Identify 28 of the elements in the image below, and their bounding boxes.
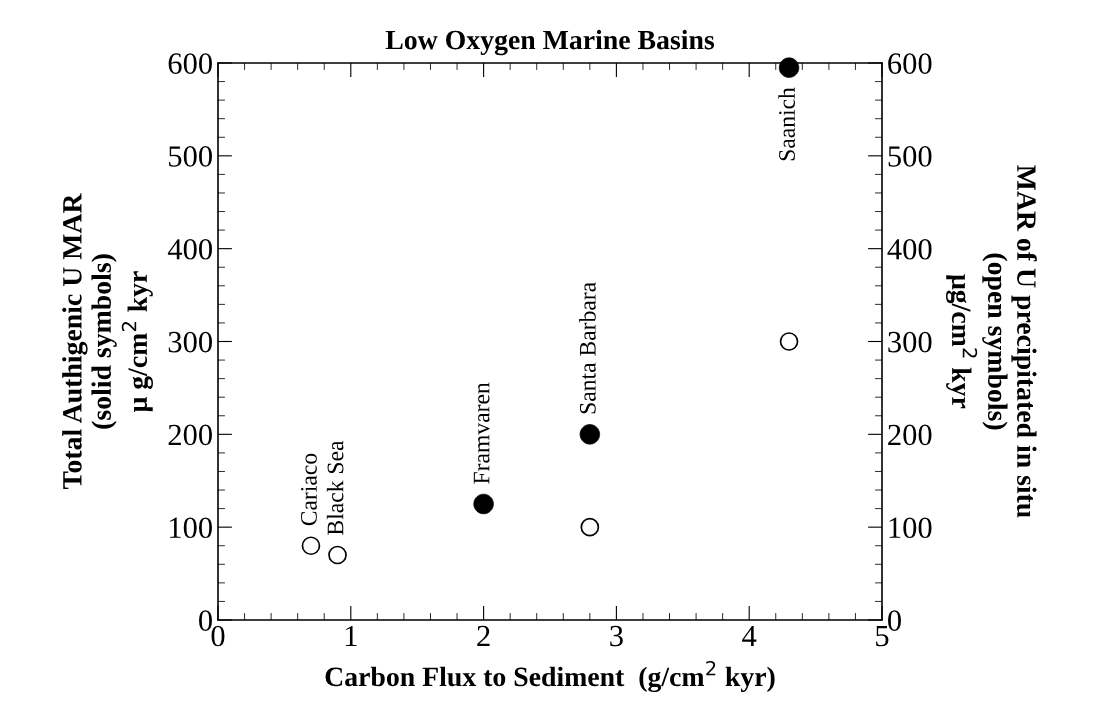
- y2-tick-label: 0: [888, 610, 901, 631]
- x-tick-label: 4: [742, 625, 757, 647]
- y-tick-label: 0: [199, 610, 212, 631]
- y-axis-title: Total Authigenic U MAR (solid symbols) μ g/cm$^{2}$ kyr: [62, 193, 153, 490]
- y-tick-label: 500: [169, 146, 212, 167]
- y-tick-label: 100: [169, 517, 212, 539]
- y2-axis-title: MAR of U precipitated in situ (open symbols) μg/cm$^{2}$ kyr: [946, 165, 1037, 518]
- y2-tick-label: 500: [888, 146, 932, 167]
- annotation: Cariaco: [301, 453, 317, 526]
- annotation: Black Sea: [326, 440, 344, 535]
- annotation: Santa Barbara: [579, 282, 596, 414]
- x-tick-label: 1: [345, 625, 357, 647]
- y2-tick-label: 600: [888, 53, 932, 74]
- y-tick-label: 300: [168, 331, 212, 353]
- annotation: Saanich: [778, 87, 795, 161]
- x-tick-label: 3: [610, 625, 623, 647]
- y-tick-label: 600: [168, 53, 212, 74]
- y2-tick-label: 300: [888, 331, 932, 353]
- y-tick-label: 200: [168, 424, 212, 446]
- x-tick-label: 5: [876, 626, 889, 647]
- y2-tick-label: 400: [887, 238, 932, 260]
- x-axis-title: Carbon Flux to Sediment (g/cm$^{2}$ kyr): [325, 660, 775, 693]
- y-tick-label: 400: [167, 238, 212, 260]
- chart-title: Low Oxygen Marine Basins: [385, 29, 715, 56]
- annotation: Framvaren: [473, 382, 490, 484]
- y2-tick-label: 100: [889, 517, 932, 539]
- y2-tick-label: 200: [888, 424, 932, 446]
- x-tick-label: 2: [477, 625, 490, 647]
